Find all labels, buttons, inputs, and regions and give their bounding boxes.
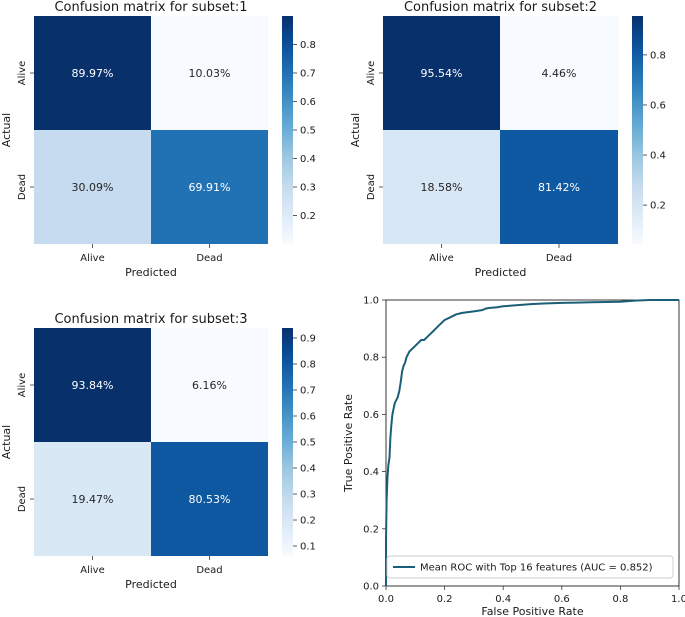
cell-label: 89.97% [72, 67, 114, 80]
y-tick-label: 0.8 [363, 353, 379, 364]
legend: Mean ROC with Top 16 features (AUC = 0.8… [386, 555, 674, 579]
y-tick-label: Alive [366, 61, 377, 85]
cell-label: 81.42% [538, 181, 580, 194]
colorbar-tick-label: 0.3 [300, 183, 316, 194]
colorbar-tick-label: 0.6 [300, 411, 316, 422]
y-tick-label: 0.6 [363, 410, 379, 421]
heatmap-cell [151, 130, 268, 244]
legend-label: Mean ROC with Top 16 features (AUC = 0.8… [420, 563, 653, 574]
y-tick-label: 0.0 [363, 582, 379, 593]
cell-label: 10.03% [189, 67, 231, 80]
x-axis-label: Predicted [125, 578, 177, 591]
colorbar [632, 16, 643, 244]
colorbar [282, 16, 293, 244]
y-tick-label: Alive [17, 61, 28, 85]
x-tick-label: 0.0 [378, 594, 394, 605]
y-axis-label: Actual [349, 113, 362, 147]
x-tick-label: 0.2 [437, 594, 453, 605]
heatmap-cell [383, 16, 500, 130]
cell-label: 30.09% [72, 181, 114, 194]
cell-label: 93.84% [72, 379, 114, 392]
colorbar-tick-label: 0.8 [300, 359, 316, 370]
roc-series-line [385, 299, 679, 586]
colorbar-tick-label: 0.9 [300, 333, 316, 344]
colorbar-tick-label: 0.4 [650, 151, 666, 162]
heatmap-cell [151, 328, 268, 442]
chart-title: Confusion matrix for subset:3 [54, 312, 247, 327]
confusion-matrix-1: Confusion matrix for subset:1 89.97% 10.03… [0, 0, 316, 279]
colorbar-tick-label: 0.4 [300, 464, 316, 475]
y-axis-label: True Positive Rate [342, 394, 355, 493]
x-axis-label: Predicted [125, 266, 177, 279]
heatmap-cell [383, 130, 500, 244]
colorbar-tick-label: 0.4 [300, 154, 316, 165]
colorbar-tick-label: 0.2 [300, 211, 316, 222]
y-tick-label: Dead [17, 486, 28, 512]
x-tick-label: Dead [196, 253, 222, 264]
chart-title: Confusion matrix for subset:2 [404, 0, 597, 15]
x-tick-label: Dead [546, 253, 572, 264]
legend-box [386, 555, 674, 579]
plot-frame [385, 299, 680, 587]
cell-label: 18.58% [421, 181, 463, 194]
x-tick-label: 1.0 [671, 594, 685, 605]
roc-curve-chart: 0.0 0.2 0.4 0.6 0.8 1.0 0.0 0.2 0.4 0.6 0.8 1.0 Fals… [342, 296, 685, 617]
cell-label: 69.91% [189, 181, 231, 194]
y-axis-label: Actual [0, 425, 13, 459]
cell-label: 6.16% [192, 379, 227, 392]
y-tick-label: 1.0 [363, 296, 379, 307]
x-tick-label: 0.6 [554, 594, 570, 605]
x-axis-label: Predicted [475, 266, 527, 279]
y-tick-label: 0.2 [363, 524, 379, 535]
colorbar-tick-label: 0.8 [650, 50, 666, 61]
x-tick-label: 0.8 [612, 594, 628, 605]
x-tick-label: Alive [80, 565, 104, 576]
y-axis-label: Actual [0, 113, 13, 147]
heatmap-cell [34, 328, 151, 442]
heatmap-cell [151, 16, 268, 130]
y-tick-label: Dead [366, 174, 377, 200]
colorbar-tick-label: 0.5 [300, 438, 316, 449]
colorbar [282, 328, 293, 556]
x-tick-label: Dead [196, 565, 222, 576]
chart-title: Confusion matrix for subset:1 [54, 0, 247, 15]
colorbar-tick-label: 0.5 [300, 126, 316, 137]
colorbar-tick-label: 0.7 [300, 68, 316, 79]
x-tick-label: 0.4 [495, 594, 511, 605]
colorbar-tick-label: 0.6 [300, 97, 316, 108]
colorbar-tick-label: 0.2 [300, 516, 316, 527]
x-tick-label: Alive [80, 253, 104, 264]
y-tick-label: Dead [17, 174, 28, 200]
confusion-matrix-3: Confusion matrix for subset:3 93.84% 6.16%… [0, 312, 316, 591]
heatmap-cell [500, 130, 618, 244]
heatmap-cell [34, 442, 151, 556]
y-tick-label: 0.4 [363, 467, 379, 478]
x-tick-label: Alive [429, 253, 453, 264]
cell-label: 95.54% [421, 67, 463, 80]
colorbar-tick-label: 0.6 [650, 100, 666, 111]
heatmap-cell [34, 16, 151, 130]
x-axis-label: False Positive Rate [481, 605, 583, 617]
y-tick-label: Alive [17, 373, 28, 397]
heatmap-cell [151, 442, 268, 556]
colorbar-tick-label: 0.1 [300, 542, 316, 553]
cell-label: 19.47% [72, 493, 114, 506]
heatmap-cell [500, 16, 618, 130]
colorbar-tick-label: 0.8 [300, 40, 316, 51]
colorbar-tick-label: 0.7 [300, 385, 316, 396]
colorbar-tick-label: 0.2 [650, 201, 666, 212]
confusion-matrix-2: Confusion matrix for subset:2 95.54% 4.46%… [349, 0, 666, 279]
colorbar-tick-label: 0.3 [300, 490, 316, 501]
cell-label: 4.46% [542, 67, 577, 80]
heatmap-cell [34, 130, 151, 244]
cell-label: 80.53% [189, 493, 231, 506]
